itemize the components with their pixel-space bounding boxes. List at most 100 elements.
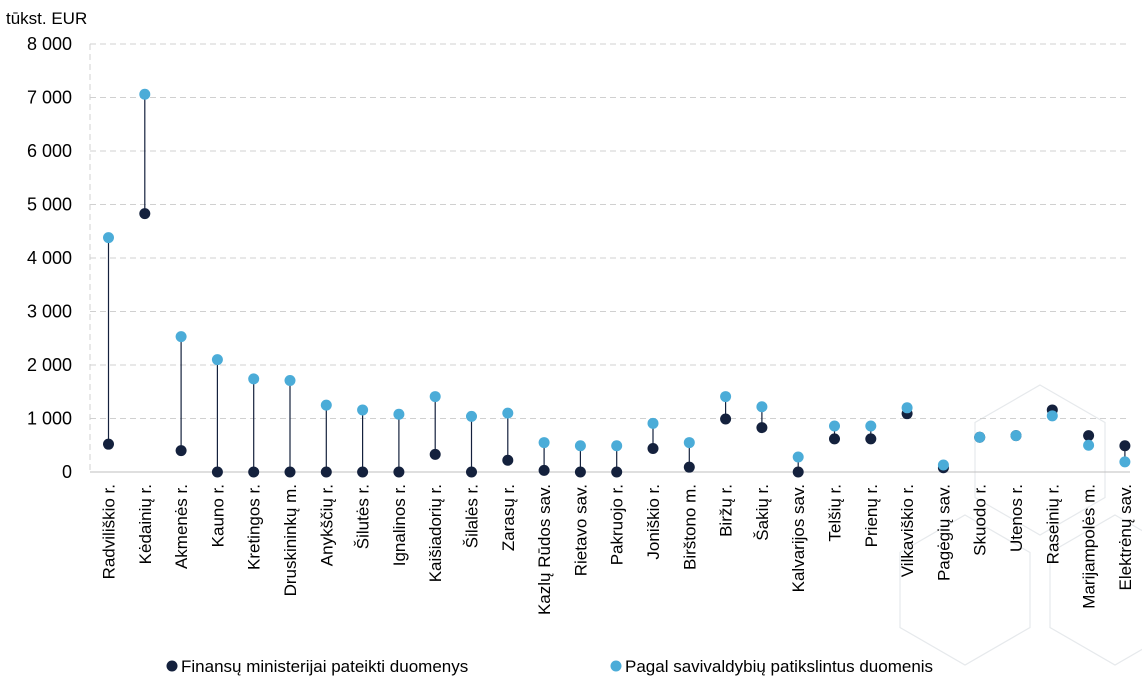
x-tick-label: Marijampolės m. xyxy=(1080,484,1099,609)
point-savivaldybiu-duomenys xyxy=(393,408,405,420)
x-tick-label: Šakių r. xyxy=(753,484,772,541)
x-tick-label: Raseinių r. xyxy=(1043,484,1062,564)
y-axis-unit-label: tūkst. EUR xyxy=(6,9,87,28)
point-finansu-ministerija xyxy=(466,466,477,478)
hexagon-decoration xyxy=(1049,514,1142,666)
point-finansu-ministerija xyxy=(538,464,550,476)
legend-label: Pagal savivaldybių patikslintus duomenis xyxy=(625,657,933,676)
y-tick-label: 2 000 xyxy=(27,355,72,375)
x-tick-label: Akmenės r. xyxy=(172,484,191,569)
x-tick-label: Rietavo sav. xyxy=(571,484,590,576)
point-finansu-ministerija xyxy=(103,438,114,450)
point-savivaldybiu-duomenys xyxy=(538,437,550,449)
x-tick-label: Prienų r. xyxy=(862,484,881,547)
x-tick-label: Birštono m. xyxy=(680,484,699,570)
hexagon-decoration xyxy=(899,514,1031,666)
x-tick-label: Kalvarijos sav. xyxy=(789,484,808,592)
x-tick-label: Kėdainių r. xyxy=(136,484,155,564)
x-tick-label: Pagėgių sav. xyxy=(934,484,953,581)
x-tick-label: Vilkaviškio r. xyxy=(898,484,917,577)
point-savivaldybiu-duomenys xyxy=(901,402,913,414)
y-tick-label: 4 000 xyxy=(27,248,72,268)
point-savivaldybiu-duomenys xyxy=(175,331,187,343)
point-savivaldybiu-duomenys xyxy=(1046,410,1058,422)
point-finansu-ministerija xyxy=(792,466,804,478)
point-savivaldybiu-duomenys xyxy=(937,459,949,471)
point-finansu-ministerija xyxy=(357,466,369,478)
legend-marker xyxy=(610,660,622,672)
point-finansu-ministerija xyxy=(1083,430,1095,442)
point-savivaldybiu-duomenys xyxy=(248,373,260,385)
point-finansu-ministerija xyxy=(574,466,586,478)
x-tick-label: Ignalinos r. xyxy=(390,484,409,566)
y-tick-label: 7 000 xyxy=(27,88,72,108)
x-tick-label: Skuodo r. xyxy=(971,484,990,556)
y-tick-label: 3 000 xyxy=(27,302,72,322)
y-tick-label: 0 xyxy=(62,462,72,482)
point-finansu-ministerija xyxy=(393,466,405,478)
y-tick-label: 1 000 xyxy=(27,409,72,429)
x-tick-label: Telšių r. xyxy=(826,484,845,542)
point-finansu-ministerija xyxy=(829,433,840,445)
point-savivaldybiu-duomenys xyxy=(647,417,659,429)
x-tick-label: Druskininkų m. xyxy=(281,484,300,596)
point-savivaldybiu-duomenys xyxy=(1010,430,1022,442)
point-finansu-ministerija xyxy=(720,413,732,425)
x-tick-label: Kretingos r. xyxy=(245,484,264,570)
x-tick-label: Biržų r. xyxy=(717,484,736,537)
point-finansu-ministerija xyxy=(139,208,151,220)
point-finansu-ministerija xyxy=(865,433,877,445)
point-savivaldybiu-duomenys xyxy=(103,232,114,244)
x-axis-category-labels: Radviliškio r. Kėdainių r. Akmenės r. Kauno… xyxy=(100,484,1135,615)
point-savivaldybiu-duomenys xyxy=(502,407,514,419)
y-tick-label: 5 000 xyxy=(27,195,72,215)
legend: Finansų ministerijai pateikti duomenys Pa… xyxy=(166,657,933,676)
point-finansu-ministerija xyxy=(320,466,332,478)
x-tick-label: Šilutės r. xyxy=(354,484,373,549)
point-savivaldybiu-duomenys xyxy=(829,420,840,432)
x-tick-label: Šilalės r. xyxy=(463,484,482,548)
point-savivaldybiu-duomenys xyxy=(720,391,732,403)
y-tick-label: 8 000 xyxy=(27,34,72,54)
point-finansu-ministerija xyxy=(248,466,260,478)
x-tick-label: Radviliškio r. xyxy=(100,484,119,579)
point-savivaldybiu-duomenys xyxy=(792,451,804,463)
point-finansu-ministerija xyxy=(647,442,659,454)
point-savivaldybiu-duomenys xyxy=(574,440,586,452)
y-axis-ticks: 0 1 000 2 000 3 000 4 000 5 000 6 000 7 000 8 00… xyxy=(27,34,72,482)
point-finansu-ministerija xyxy=(1119,440,1131,452)
point-finansu-ministerija xyxy=(756,422,768,434)
point-savivaldybiu-duomenys xyxy=(611,440,623,452)
point-savivaldybiu-duomenys xyxy=(284,375,296,387)
x-tick-label: Zarasų r. xyxy=(499,484,518,551)
point-finansu-ministerija xyxy=(611,466,623,478)
x-tick-label: Anykščių r. xyxy=(317,484,336,566)
x-tick-label: Elektrėnų sav. xyxy=(1116,484,1135,590)
point-finansu-ministerija xyxy=(175,445,187,457)
data-points xyxy=(103,88,1131,478)
legend-marker xyxy=(166,660,178,672)
point-savivaldybiu-duomenys xyxy=(466,410,477,422)
hexagon-decoration xyxy=(974,384,1106,536)
x-tick-label: Utenos r. xyxy=(1007,484,1026,552)
point-savivaldybiu-duomenys xyxy=(865,420,877,432)
y-tick-label: 6 000 xyxy=(27,141,72,161)
point-savivaldybiu-duomenys xyxy=(1083,439,1095,451)
point-finansu-ministerija xyxy=(211,466,223,478)
point-savivaldybiu-duomenys xyxy=(974,431,986,443)
legend-label: Finansų ministerijai pateikti duomenys xyxy=(181,657,468,676)
point-finansu-ministerija xyxy=(284,466,296,478)
point-savivaldybiu-duomenys xyxy=(357,404,369,416)
point-finansu-ministerija xyxy=(683,461,695,473)
hexagon-watermark xyxy=(899,384,1142,666)
point-savivaldybiu-duomenys xyxy=(756,401,768,413)
x-tick-label: Kazlų Rūdos sav. xyxy=(535,484,554,615)
point-savivaldybiu-duomenys xyxy=(211,354,223,366)
point-finansu-ministerija xyxy=(502,454,514,466)
x-tick-label: Pakruojo r. xyxy=(608,484,627,565)
x-tick-label: Kauno r. xyxy=(208,484,227,547)
point-savivaldybiu-duomenys xyxy=(139,88,151,100)
point-finansu-ministerija xyxy=(429,448,441,460)
x-tick-label: Kaišiadorių r. xyxy=(426,484,445,582)
gridlines xyxy=(89,43,1130,473)
